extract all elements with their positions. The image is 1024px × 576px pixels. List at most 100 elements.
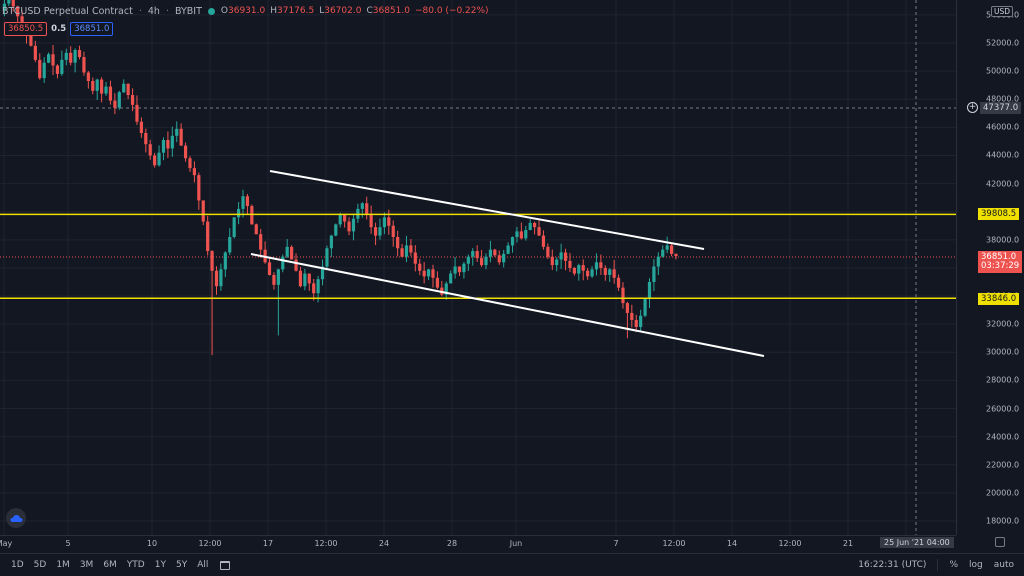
price-tick-label: 32000.0 — [986, 319, 1020, 329]
candle-body — [404, 245, 409, 257]
candle-body — [329, 235, 333, 249]
time-tick-label: 28 — [446, 539, 458, 548]
candle-body — [444, 283, 448, 295]
candle-body — [616, 277, 621, 288]
candle-body — [267, 262, 272, 275]
candle-body — [519, 231, 523, 239]
candle-body — [2, 3, 7, 11]
candle-body — [594, 262, 599, 270]
candle-body — [192, 168, 197, 176]
time-axis[interactable] — [0, 535, 956, 553]
range-button-5y[interactable]: 5Y — [175, 560, 188, 570]
change-value: −80.0 (−0.22%) — [414, 6, 489, 16]
candle-body — [259, 234, 263, 250]
utc-clock[interactable]: 16:22:31 (UTC) — [858, 560, 927, 570]
axis-settings-icon[interactable] — [995, 537, 1005, 547]
buy-button[interactable]: 36851.0 — [70, 22, 114, 36]
lower-trendline — [250, 253, 765, 357]
candle-body — [647, 282, 652, 299]
percent-scale-button[interactable]: % — [949, 560, 958, 570]
candle-body — [643, 298, 647, 316]
price-tick-label: 30000.0 — [986, 347, 1020, 357]
auto-scale-button[interactable]: auto — [993, 560, 1014, 570]
add-alert-plus-icon[interactable]: + — [967, 102, 978, 113]
legend-header: BTCUSD Perpetual Contract · 4h · BYBIT O… — [2, 5, 489, 17]
time-tick-label: Jun — [509, 539, 523, 548]
candle-body — [343, 214, 347, 222]
range-button-all[interactable]: All — [197, 560, 209, 570]
candle-body — [528, 222, 532, 230]
candle-body — [365, 203, 369, 215]
candle-body — [104, 86, 108, 94]
candle-body — [510, 237, 515, 246]
range-button-3m[interactable]: 3M — [79, 560, 94, 570]
candle-body — [674, 253, 678, 256]
price-axis[interactable] — [956, 0, 1024, 535]
price-tick-label: 28000.0 — [986, 375, 1020, 385]
candle-body — [82, 57, 86, 73]
time-tick-label: 14 — [726, 539, 738, 548]
crosshair-time-label: 25 Jun '21 04:00 — [880, 537, 954, 548]
candle-body — [563, 252, 568, 261]
currency-badge[interactable]: USD — [991, 6, 1014, 17]
candle-body — [113, 100, 117, 108]
interval-label[interactable]: 4h — [147, 5, 160, 17]
candle-body — [665, 245, 669, 250]
candle-body — [51, 54, 55, 66]
ohlc-values: O36931.0 H37176.5 L36702.0 C36851.0 −80.… — [220, 6, 489, 16]
candle-body — [144, 132, 148, 145]
price-tick-label: 50000.0 — [986, 66, 1020, 76]
candle-body — [148, 144, 152, 156]
date-range-buttons: 1D 5D 1M 3M 6M YTD 1Y 5Y All — [0, 560, 231, 570]
candle-body — [497, 255, 501, 263]
time-tick-label: 21 — [842, 539, 854, 548]
price-tick-label: 26000.0 — [986, 404, 1020, 414]
candle-body — [294, 259, 298, 271]
candle-body — [281, 256, 285, 270]
tradingview-logo-icon[interactable] — [6, 508, 26, 528]
candle-body — [391, 225, 395, 238]
candle-body — [33, 45, 37, 60]
current-price-value: 36851.0 — [981, 252, 1017, 262]
candle-body — [64, 52, 68, 60]
candle-body — [652, 266, 656, 282]
time-tick-label: 12:00 — [314, 539, 338, 548]
candle-body — [16, 6, 20, 17]
range-button-1y[interactable]: 1Y — [154, 560, 166, 570]
candle-body — [206, 221, 210, 252]
price-chart[interactable] — [0, 0, 956, 535]
time-tick-label: 5 — [65, 539, 71, 548]
candle-body — [108, 86, 113, 101]
range-button-5d[interactable]: 5D — [33, 560, 47, 570]
go-to-date-calendar-icon[interactable] — [220, 560, 231, 570]
candle-body — [550, 256, 554, 266]
spread-value: 0.5 — [51, 24, 67, 34]
range-button-1d[interactable]: 1D — [11, 560, 24, 570]
candle-body — [236, 208, 241, 218]
candle-body — [568, 260, 572, 268]
range-button-6m[interactable]: 6M — [103, 560, 117, 570]
range-button-ytd[interactable]: YTD — [126, 560, 145, 570]
candle-body — [422, 270, 426, 277]
candle-body — [360, 203, 364, 209]
candle-body — [245, 196, 250, 207]
upper-trendline — [269, 170, 705, 250]
candle-body — [378, 227, 382, 236]
time-tick-label: 12:00 — [662, 539, 686, 548]
candle-body — [586, 270, 590, 277]
crosshair-price-label: 47377.0 — [980, 102, 1022, 114]
candle-body — [214, 270, 219, 287]
candle-body — [42, 62, 46, 79]
log-scale-button[interactable]: log — [969, 560, 983, 570]
candle-body — [303, 273, 307, 287]
order-panel: 36850.5 0.5 36851.0 — [4, 22, 114, 36]
candle-body — [290, 246, 294, 260]
symbol-name[interactable]: BTCUSD Perpetual Contract — [2, 5, 133, 17]
range-button-1m[interactable]: 1M — [56, 560, 70, 570]
price-tick-label: 48000.0 — [986, 94, 1020, 104]
candle-body — [157, 152, 161, 166]
price-tick-label: 38000.0 — [986, 235, 1020, 245]
sell-button[interactable]: 36850.5 — [4, 22, 48, 36]
candle-body — [453, 266, 457, 274]
candle-body — [502, 253, 506, 263]
